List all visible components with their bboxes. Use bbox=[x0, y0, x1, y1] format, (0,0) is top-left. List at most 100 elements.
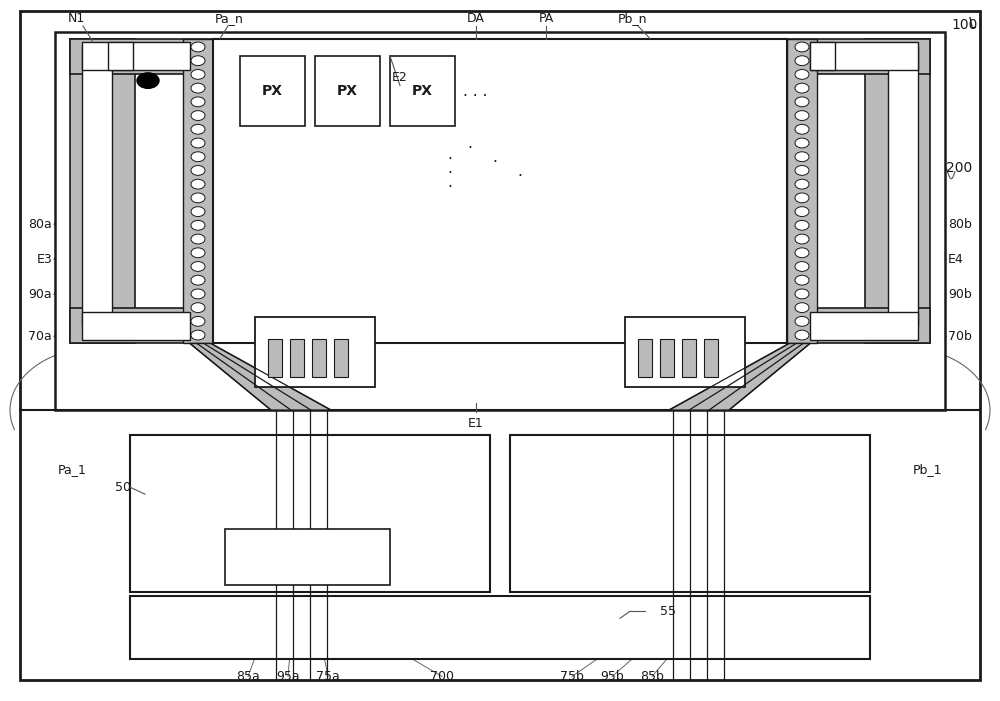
Circle shape bbox=[191, 248, 205, 258]
Text: Pb_n: Pb_n bbox=[618, 11, 648, 25]
Text: 75a: 75a bbox=[316, 670, 340, 683]
Bar bbox=[130, 596, 870, 659]
Polygon shape bbox=[669, 343, 810, 410]
Text: Pb_1: Pb_1 bbox=[912, 463, 942, 476]
Bar bbox=[130, 435, 490, 592]
Bar bbox=[704, 339, 718, 377]
Text: 70b: 70b bbox=[948, 330, 972, 343]
Bar bbox=[290, 339, 304, 377]
Circle shape bbox=[191, 220, 205, 230]
Circle shape bbox=[795, 56, 809, 66]
Circle shape bbox=[191, 330, 205, 340]
Circle shape bbox=[795, 248, 809, 258]
Text: 85a: 85a bbox=[236, 670, 260, 683]
Text: E2: E2 bbox=[392, 71, 408, 84]
Circle shape bbox=[191, 316, 205, 326]
Circle shape bbox=[191, 234, 205, 244]
Bar bbox=[810, 312, 918, 340]
Bar bbox=[82, 42, 190, 70]
Circle shape bbox=[191, 124, 205, 134]
Circle shape bbox=[191, 165, 205, 175]
Circle shape bbox=[191, 303, 205, 313]
Circle shape bbox=[795, 138, 809, 148]
Bar bbox=[625, 317, 745, 387]
Circle shape bbox=[795, 193, 809, 203]
Text: 75b: 75b bbox=[560, 670, 584, 683]
Text: DA: DA bbox=[467, 11, 485, 25]
Bar bbox=[55, 32, 945, 410]
Circle shape bbox=[795, 207, 809, 217]
Bar bbox=[315, 56, 380, 126]
Text: 80a: 80a bbox=[28, 218, 52, 231]
Text: Pa_1: Pa_1 bbox=[58, 463, 87, 476]
Text: 95b: 95b bbox=[600, 670, 624, 683]
Circle shape bbox=[191, 152, 205, 162]
Circle shape bbox=[191, 193, 205, 203]
Bar bbox=[82, 312, 190, 340]
Bar bbox=[682, 339, 696, 377]
Text: PX: PX bbox=[412, 84, 433, 98]
Circle shape bbox=[191, 138, 205, 148]
Text: PX: PX bbox=[337, 84, 358, 98]
Bar bbox=[510, 435, 870, 592]
Circle shape bbox=[137, 73, 159, 88]
Circle shape bbox=[795, 275, 809, 285]
Bar bbox=[312, 339, 326, 377]
Text: 700: 700 bbox=[430, 670, 454, 683]
Circle shape bbox=[191, 275, 205, 285]
Circle shape bbox=[795, 124, 809, 134]
Text: E4: E4 bbox=[948, 253, 964, 266]
Text: 80b: 80b bbox=[948, 218, 972, 231]
Bar bbox=[70, 39, 135, 343]
Circle shape bbox=[191, 42, 205, 52]
Bar bbox=[888, 46, 918, 326]
Circle shape bbox=[795, 234, 809, 244]
Circle shape bbox=[795, 152, 809, 162]
Text: .: . bbox=[493, 150, 497, 165]
Circle shape bbox=[795, 111, 809, 121]
Circle shape bbox=[191, 97, 205, 107]
Bar bbox=[755, 308, 930, 343]
Text: 50: 50 bbox=[115, 481, 131, 494]
Bar bbox=[213, 39, 787, 343]
Bar bbox=[108, 42, 133, 70]
Text: 90b: 90b bbox=[948, 288, 972, 301]
Circle shape bbox=[191, 69, 205, 79]
Bar bbox=[82, 46, 112, 326]
Text: .: . bbox=[468, 136, 472, 151]
Circle shape bbox=[795, 165, 809, 175]
Bar bbox=[810, 42, 918, 70]
Circle shape bbox=[795, 261, 809, 271]
Bar bbox=[240, 56, 305, 126]
Text: PX: PX bbox=[262, 84, 283, 98]
Bar bbox=[660, 339, 674, 377]
Bar bbox=[755, 39, 930, 74]
Text: 100: 100 bbox=[952, 18, 978, 32]
Bar bbox=[810, 42, 835, 70]
Text: 85b: 85b bbox=[640, 670, 664, 683]
Bar bbox=[787, 39, 817, 343]
Bar bbox=[334, 339, 348, 377]
Text: .: . bbox=[448, 161, 452, 176]
Circle shape bbox=[191, 179, 205, 189]
Bar bbox=[255, 317, 375, 387]
Text: .: . bbox=[518, 164, 522, 179]
Text: 70a: 70a bbox=[28, 330, 52, 343]
Text: .: . bbox=[448, 147, 452, 162]
Bar bbox=[268, 339, 282, 377]
Circle shape bbox=[191, 83, 205, 93]
Circle shape bbox=[795, 316, 809, 326]
Text: 90a: 90a bbox=[28, 288, 52, 301]
Text: N1: N1 bbox=[68, 11, 85, 25]
Text: 55: 55 bbox=[660, 605, 676, 618]
Circle shape bbox=[191, 261, 205, 271]
Text: . . .: . . . bbox=[463, 83, 487, 99]
Text: Pa_n: Pa_n bbox=[215, 11, 244, 25]
Circle shape bbox=[191, 56, 205, 66]
Circle shape bbox=[795, 69, 809, 79]
Text: E1: E1 bbox=[468, 417, 484, 430]
Circle shape bbox=[795, 42, 809, 52]
Bar bbox=[390, 56, 455, 126]
Text: PA: PA bbox=[538, 11, 554, 25]
Circle shape bbox=[191, 289, 205, 299]
